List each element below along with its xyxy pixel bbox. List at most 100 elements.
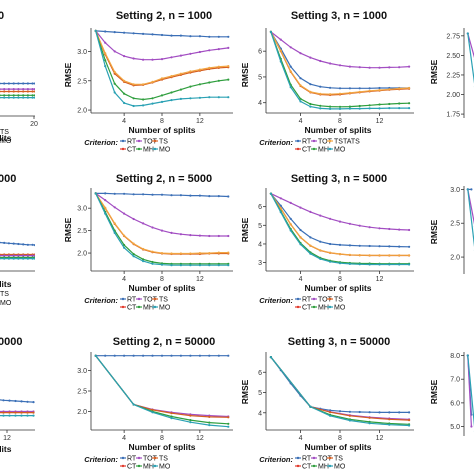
data-point-mo [378, 263, 381, 266]
data-point-tot [279, 38, 282, 41]
data-point-mo [12, 257, 15, 260]
data-point-rt [338, 410, 342, 413]
legend-marker-ct [296, 147, 300, 151]
data-point-tstats [368, 89, 371, 92]
data-point-mo [20, 414, 23, 417]
data-point-mh [179, 88, 182, 91]
legend-title: Criterion: [84, 296, 118, 305]
legend-fragment: TS [0, 129, 9, 136]
plot-area: 4 5 6 4 8 12 [258, 30, 411, 125]
legend-marker-mo [153, 305, 157, 309]
data-point-ts [20, 411, 23, 414]
legend-marker-mh [312, 464, 316, 468]
data-point-mo [94, 354, 97, 357]
data-point-mh [408, 102, 411, 105]
data-point-tot [338, 64, 342, 67]
data-point-rt [189, 35, 192, 38]
data-point-rt [289, 65, 292, 68]
data-point-mo [208, 424, 211, 427]
data-point-mo [33, 257, 35, 260]
data-point-mo [22, 96, 25, 99]
legend-marker-mh [312, 305, 316, 309]
data-point-tot [388, 227, 391, 231]
legend-label-tot: TOT [318, 297, 333, 304]
data-point-rt [179, 354, 182, 357]
legend-label-tstats: TSTATS [334, 139, 360, 146]
panel-title: Setting 3, n = 1000 [291, 10, 387, 22]
data-point-mo [348, 107, 351, 110]
legend-marker-tot [312, 297, 316, 301]
legend-label-ct: CT [302, 305, 312, 312]
data-point-mo [32, 414, 35, 417]
data-point-tstats [160, 252, 164, 255]
data-point-tstats [104, 52, 107, 55]
legend-label-rt: RT [302, 456, 312, 463]
data-point-mh [3, 94, 6, 97]
data-point-mo [7, 257, 10, 260]
data-point-mo [179, 264, 182, 267]
y-tick-label: 6 [258, 204, 262, 211]
clipped-series [466, 188, 474, 251]
data-point-tstats [279, 207, 282, 210]
legend-fragment: MO [0, 138, 12, 145]
data-point-tot [33, 88, 35, 91]
x-tick-label: 4 [299, 435, 303, 442]
series-line-rt [270, 193, 410, 248]
data-point-tstats [189, 252, 192, 255]
x-axis-title: plits [0, 133, 12, 143]
data-point-tstats [329, 251, 332, 254]
data-point-rt [113, 354, 116, 357]
legend-marker-tstats [328, 139, 332, 143]
data-point-rt [3, 241, 6, 244]
data-point-tot [378, 66, 381, 69]
x-tick-label: 4 [299, 118, 303, 125]
data-point-tstats [338, 92, 342, 95]
clipped-series [466, 32, 474, 88]
data-point-mo [269, 356, 272, 359]
x-tick-label: 12 [3, 435, 11, 442]
legend-label-rt: RT [127, 297, 137, 304]
data-point-mo [3, 257, 6, 260]
data-point-ts [3, 90, 6, 93]
data-point-tstats [319, 249, 322, 252]
data-point-ts [348, 414, 351, 417]
data-point-mh [217, 79, 220, 82]
data-point-rt [31, 243, 34, 246]
data-point-mo [289, 229, 292, 232]
data-point-mo [309, 252, 312, 255]
legend-label-ct: CT [127, 464, 137, 471]
legend-label-tot: TOT [143, 139, 158, 146]
data-point-mo [113, 91, 116, 94]
data-point-rt [358, 244, 361, 247]
data-point-ts [14, 411, 17, 414]
data-point-rt [338, 87, 342, 90]
data-point-rt [2, 399, 5, 402]
data-point-tstats [398, 254, 401, 257]
legend-marker-rt [121, 297, 125, 301]
legend-label-tot: TOT [143, 456, 158, 463]
data-point-ts [31, 90, 34, 93]
data-point-tot [142, 58, 145, 61]
data-point-mo [123, 101, 126, 105]
data-point-mo [227, 264, 230, 267]
data-point-rt [123, 31, 126, 34]
data-point-tot [299, 206, 302, 209]
data-point-mh [208, 421, 211, 424]
data-point-rt [26, 243, 29, 246]
data-point-mo [358, 263, 361, 266]
panel-setting4-n5000: RMSE 2.0 2.5 3.0 [429, 186, 474, 274]
panel-title: 0 [0, 10, 4, 22]
data-point-mo [279, 60, 282, 63]
legend-marker-tot [312, 456, 316, 460]
plot-area: 2.0 2.5 3.0 [450, 187, 474, 262]
data-point-rt [309, 83, 312, 86]
data-point-rt [227, 354, 230, 357]
data-point-tot [104, 199, 107, 202]
data-point-tstats [348, 91, 351, 94]
data-point-mo [132, 403, 135, 406]
y-tick-label: 8.0 [450, 353, 460, 360]
y-axis-title: RMSE [63, 62, 73, 87]
data-point-mo [348, 419, 351, 422]
data-point-mh [319, 104, 322, 107]
panel-setting3-n1000: Setting 3, n = 1000 RMSE Number of split… [240, 10, 414, 154]
